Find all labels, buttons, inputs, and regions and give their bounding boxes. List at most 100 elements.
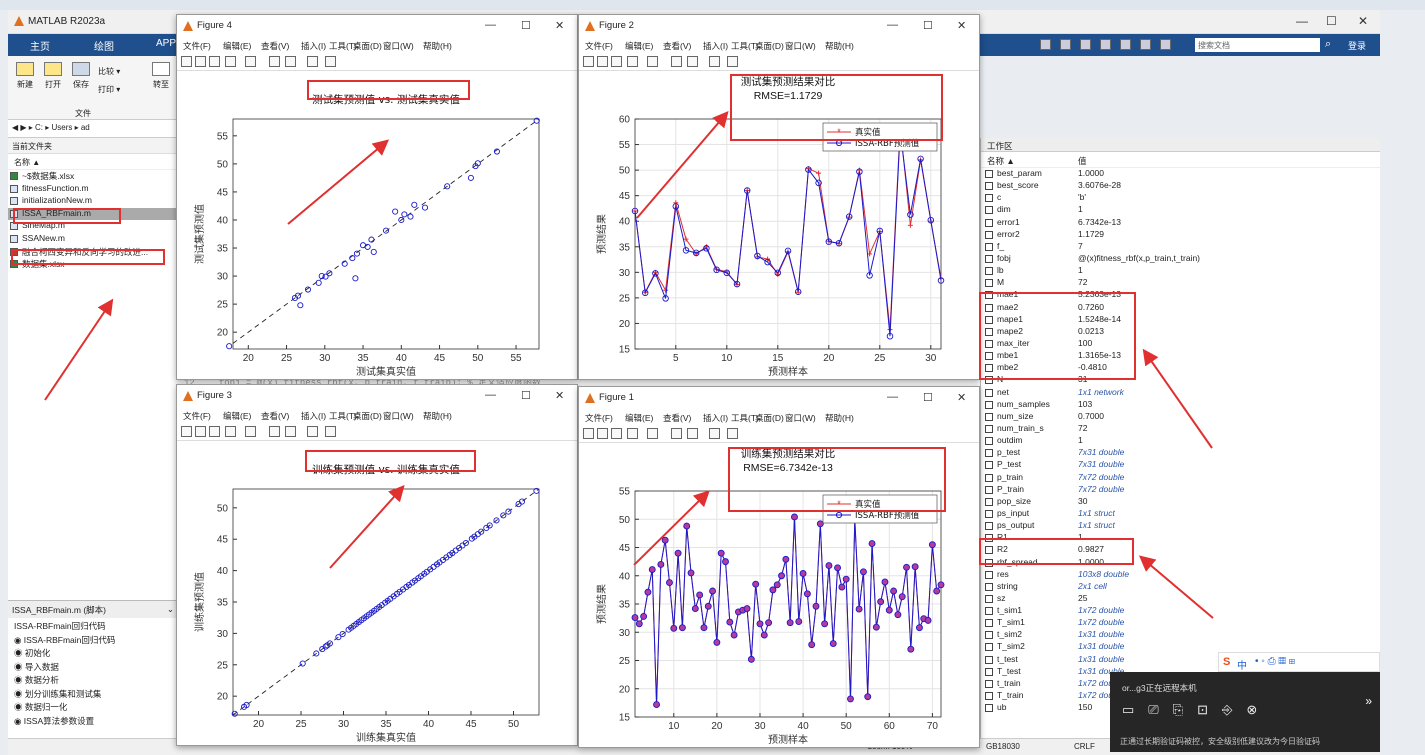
search-icon[interactable]: ⌕: [1325, 38, 1332, 50]
help-icon[interactable]: [1160, 39, 1171, 50]
workspace-row[interactable]: dim 1: [981, 204, 1380, 216]
workspace-row[interactable]: P_test 7x31 double: [981, 459, 1380, 471]
menu-item[interactable]: 编辑(E): [223, 41, 252, 51]
workspace-row[interactable]: c 'b': [981, 192, 1380, 204]
workspace-row[interactable]: t_train 1x72 double: [981, 678, 1380, 690]
workspace-row[interactable]: mape2 0.0213: [981, 326, 1380, 338]
file-item[interactable]: fitnessFunction.m: [8, 183, 178, 196]
details-header[interactable]: ISSA_RBFmain.m (脚本) ⌄: [8, 600, 178, 618]
workspace-row[interactable]: T_sim2 1x31 double: [981, 641, 1380, 653]
toolbar-icon[interactable]: [709, 428, 720, 439]
workspace-row[interactable]: sz 25: [981, 593, 1380, 605]
open-button[interactable]: 打开: [40, 62, 66, 90]
menu-item[interactable]: 文件(F): [183, 411, 211, 421]
figure-3-window[interactable]: Figure 3 — ☐ ✕ 文件(F) 编辑(E) 查看(V) 插入(I) 工具(T) 桌面(D…: [176, 384, 578, 746]
toolbar-icon[interactable]: [687, 428, 698, 439]
toolbar-icon[interactable]: [325, 56, 336, 67]
menu-item[interactable]: 工具(T): [329, 41, 357, 51]
toolbar-icon[interactable]: [225, 56, 236, 67]
workspace-row[interactable]: mbe1 1.3165e-13: [981, 350, 1380, 362]
toolbar-icon[interactable]: [195, 426, 206, 437]
toolbar-icon[interactable]: [1120, 39, 1131, 50]
workspace-row[interactable]: t_test 1x31 double: [981, 654, 1380, 666]
maximize-icon[interactable]: ☐: [521, 20, 531, 32]
minimize-icon[interactable]: —: [887, 19, 898, 31]
ime-icons[interactable]: • ◦ ⎙ ▦ ⊞: [1255, 656, 1296, 667]
toolbar-icon[interactable]: [307, 426, 318, 437]
toolbar-icon[interactable]: [209, 56, 220, 67]
toolbar-icon[interactable]: [307, 56, 318, 67]
menu-item[interactable]: 工具(T): [731, 41, 759, 51]
compare-button[interactable]: 比较 ▾: [98, 67, 121, 76]
menu-item[interactable]: 插入(I): [703, 41, 729, 51]
workspace-row[interactable]: outdim 1: [981, 435, 1380, 447]
workspace-row[interactable]: error1 6.7342e-13: [981, 217, 1380, 229]
menu-item[interactable]: 工具(T): [329, 411, 357, 421]
menu-item[interactable]: 帮助(H): [423, 41, 452, 51]
workspace-row[interactable]: max_iter 100: [981, 338, 1380, 350]
workspace-row[interactable]: best_param 1.0000: [981, 168, 1380, 180]
toolbar-icon[interactable]: [727, 428, 738, 439]
toolbar-icon[interactable]: [627, 428, 638, 439]
toolbar-icon[interactable]: [1080, 39, 1091, 50]
minimize-icon[interactable]: —: [485, 19, 496, 31]
toolbar-icon[interactable]: [627, 56, 638, 67]
menu-item[interactable]: 窗口(W): [383, 411, 414, 421]
outline-item[interactable]: ◉ 数据归一化: [8, 699, 178, 713]
workspace-row[interactable]: pop_size 30: [981, 496, 1380, 508]
save-button[interactable]: 保存: [68, 62, 94, 90]
toolbar-icon[interactable]: [285, 426, 296, 437]
path-part[interactable]: C:: [35, 123, 44, 132]
toolbar-icon[interactable]: [225, 426, 236, 437]
remote-controls[interactable]: ▭⎚⎘⊡⎆⊗: [1122, 702, 1272, 717]
menu-item[interactable]: 工具(T): [731, 413, 759, 423]
toolbar-icon[interactable]: [195, 56, 206, 67]
workspace-row[interactable]: rbf_spread 1.0000: [981, 557, 1380, 569]
new-button[interactable]: 新建: [12, 62, 38, 90]
maximize-icon[interactable]: ☐: [1326, 14, 1337, 28]
menu-item[interactable]: 插入(I): [301, 411, 327, 421]
workspace-row[interactable]: best_score 3.6076e-28: [981, 180, 1380, 192]
tab-apps[interactable]: APP: [156, 38, 177, 49]
figure-title-bar[interactable]: Figure 4 — ☐ ✕: [177, 15, 577, 37]
chevron-down-icon[interactable]: ⌄: [166, 604, 174, 614]
workspace-row[interactable]: mbe2 -0.4810: [981, 362, 1380, 374]
toolbar-icon[interactable]: [325, 426, 336, 437]
maximize-icon[interactable]: ☐: [923, 20, 933, 32]
menu-item[interactable]: 帮助(H): [825, 41, 854, 51]
workspace-row[interactable]: res 103x8 double: [981, 569, 1380, 581]
workspace-row[interactable]: ps_output 1x1 struct: [981, 520, 1380, 532]
tab-plots[interactable]: 绘图: [94, 42, 114, 53]
toolbar-icon[interactable]: [245, 426, 256, 437]
toolbar-icon[interactable]: [1060, 39, 1071, 50]
menu-item[interactable]: 编辑(E): [625, 413, 654, 423]
expand-icon[interactable]: »: [1365, 694, 1372, 708]
login-link[interactable]: 登录: [1348, 41, 1367, 51]
toolbar-icon[interactable]: [181, 56, 192, 67]
workspace-row[interactable]: p_test 7x31 double: [981, 447, 1380, 459]
print-button[interactable]: 打印 ▾: [98, 85, 121, 94]
workspace-row[interactable]: error2 1.1729: [981, 229, 1380, 241]
outline-item[interactable]: ◉ ISSA-RBFmain回归代码: [8, 632, 178, 646]
workspace-row[interactable]: mape1 1.5248e-14: [981, 314, 1380, 326]
workspace-row[interactable]: T_train 1x72 double: [981, 690, 1380, 702]
menu-item[interactable]: 文件(F): [585, 413, 613, 423]
workspace-row[interactable]: num_samples 103: [981, 399, 1380, 411]
tab-home[interactable]: 主页: [30, 42, 50, 53]
workspace-row[interactable]: mae2 0.7260: [981, 302, 1380, 314]
close-icon[interactable]: ✕: [957, 20, 967, 32]
close-icon[interactable]: ✕: [555, 390, 565, 402]
menu-item[interactable]: 查看(V): [261, 41, 290, 51]
workspace-row[interactable]: T_sim1 1x72 double: [981, 617, 1380, 629]
figure-title-bar[interactable]: Figure 1 — ☐ ✕: [579, 387, 979, 409]
workspace-row[interactable]: num_train_s 72: [981, 423, 1380, 435]
menu-item[interactable]: 帮助(H): [423, 411, 452, 421]
workspace-row[interactable]: P_train 7x72 double: [981, 484, 1380, 496]
menu-item[interactable]: 查看(V): [663, 41, 692, 51]
toolbar-icon[interactable]: [611, 428, 622, 439]
maximize-icon[interactable]: ☐: [923, 392, 933, 404]
path-part[interactable]: Users: [51, 123, 73, 132]
toolbar-icon[interactable]: [597, 428, 608, 439]
menu-item[interactable]: 桌面(D): [755, 413, 784, 423]
toolbar-icon[interactable]: [647, 428, 658, 439]
